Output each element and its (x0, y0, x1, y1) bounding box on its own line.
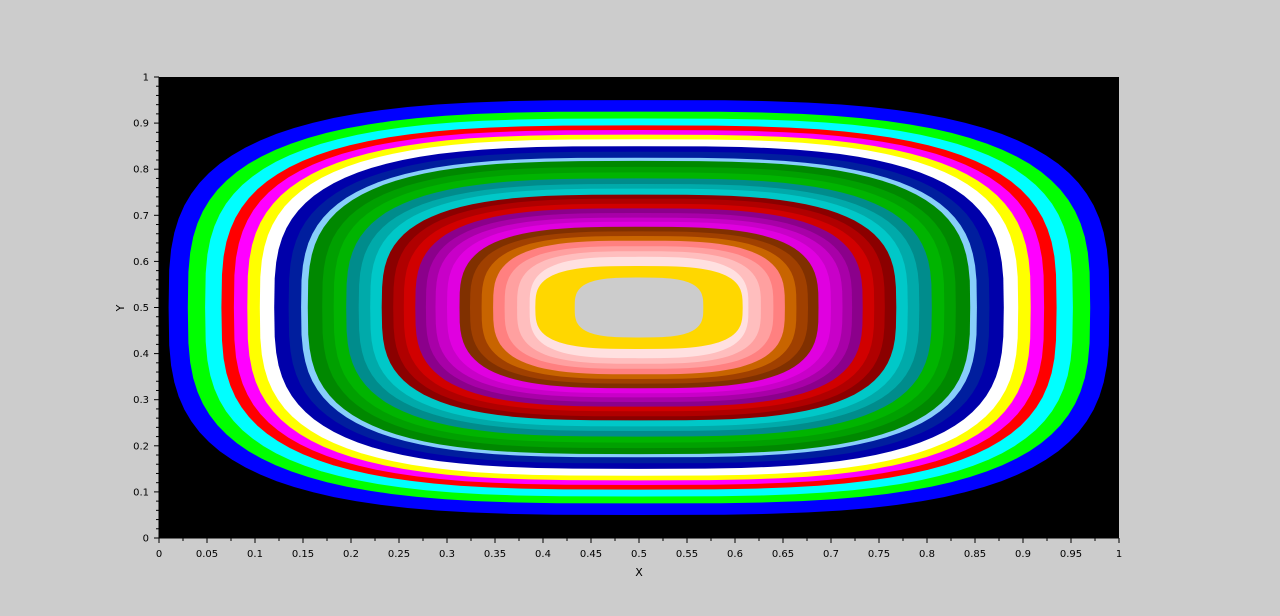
x-axis-ticks: 0 0.05 0.1 0.15 0.2 0.25 0.3 0.35 0.4 0.45 0.5 0.55… (156, 538, 1122, 560)
x-tick-label: 0.8 (919, 549, 935, 560)
x-tick-label: 0.05 (196, 549, 218, 560)
y-tick-label: 0.4 (133, 349, 149, 360)
y-tick-label: 1 (143, 73, 149, 84)
x-tick-label: 0.45 (580, 549, 602, 560)
x-tick-label: 0.1 (247, 549, 263, 560)
y-tick-label: 0.2 (133, 441, 149, 452)
x-tick-label: 0.15 (292, 549, 314, 560)
contour-band-31 (574, 277, 704, 338)
x-tick-label: 0.55 (676, 549, 698, 560)
x-tick-label: 0.65 (772, 549, 794, 560)
x-tick-label: 0.3 (439, 549, 455, 560)
y-tick-label: 0.8 (133, 165, 149, 176)
y-axis-label: Y (114, 304, 127, 312)
axes: 0 0.05 0.1 0.15 0.2 0.25 0.3 0.35 0.4 0.45 0.5 0.55… (114, 73, 1122, 580)
x-tick-label: 0.5 (631, 549, 647, 560)
x-tick-label: 0.9 (1015, 549, 1031, 560)
x-tick-label: 0.2 (343, 549, 359, 560)
plot-area (159, 77, 1119, 538)
x-tick-label: 0 (156, 549, 162, 560)
x-tick-label: 0.7 (823, 549, 839, 560)
x-tick-label: 0.75 (868, 549, 890, 560)
x-tick-label: 0.4 (535, 549, 551, 560)
contour-bands (168, 100, 1110, 515)
x-tick-label: 0.25 (388, 549, 410, 560)
x-tick-label: 0.95 (1060, 549, 1082, 560)
y-tick-label: 0.9 (133, 119, 149, 130)
x-tick-label: 0.35 (484, 549, 506, 560)
y-tick-label: 0.3 (133, 395, 149, 406)
x-tick-label: 1 (1116, 549, 1122, 560)
y-tick-label: 0.5 (133, 303, 149, 314)
y-tick-label: 0.1 (133, 487, 149, 498)
y-axis-ticks: 0 0.1 0.2 0.3 0.4 0.5 0.6 0.7 0.8 0.9 1 (133, 73, 159, 545)
x-tick-label: 0.85 (964, 549, 986, 560)
x-tick-label: 0.6 (727, 549, 743, 560)
x-axis-label: X (635, 566, 643, 579)
y-tick-label: 0.7 (133, 211, 149, 222)
y-tick-label: 0.6 (133, 257, 149, 268)
y-tick-label: 0 (143, 534, 149, 545)
